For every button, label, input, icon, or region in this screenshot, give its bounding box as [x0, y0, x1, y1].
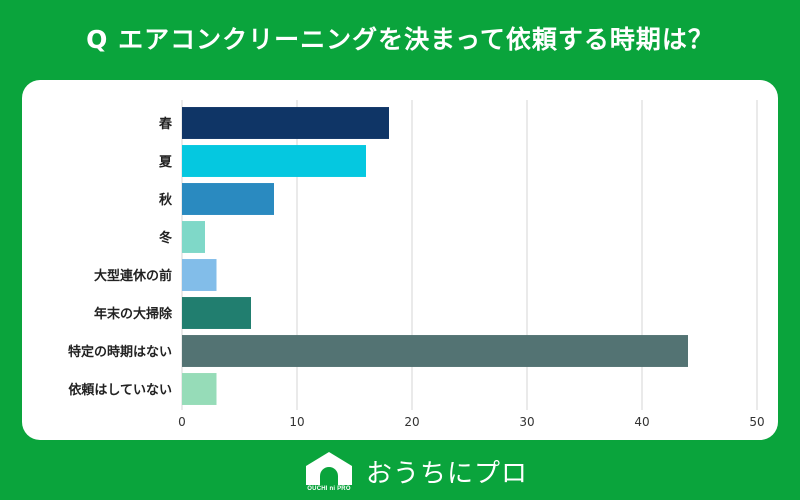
- chart-title: Q エアコンクリーニングを決まって依頼する時期は？: [86, 25, 714, 54]
- bar-1: [182, 145, 366, 177]
- bar-chart: 0 10 20 30 40 50 春夏秋冬大型連休の前年末の大掃除特定の時期はない依頼はして…: [68, 100, 765, 429]
- bar-5: [182, 297, 251, 329]
- category-label-5: 年末の大掃除: [94, 306, 173, 322]
- bar-4: [182, 259, 217, 291]
- brand-logo-text: OUCHI ni PRO: [307, 486, 351, 492]
- x-tick-label-30: 30: [519, 415, 534, 429]
- bar-3: [182, 221, 205, 253]
- x-tick-label-0: 0: [178, 415, 186, 429]
- category-label-3: 冬: [159, 230, 172, 246]
- bar-7: [182, 373, 217, 405]
- bar-2: [182, 183, 274, 215]
- x-tick-label-40: 40: [634, 415, 649, 429]
- category-label-4: 大型連休の前: [94, 268, 172, 284]
- chart-card: 0 10 20 30 40 50 春夏秋冬大型連休の前 年末の大掃除特定の時期はない 依頼はして…: [22, 80, 778, 440]
- brand-footer: OUCHI ni PRO おうちにプロ: [302, 450, 528, 492]
- category-label-1: 夏: [158, 155, 173, 170]
- category-label-6: 特定の時期はない: [68, 344, 172, 360]
- category-label-2: 秋: [159, 192, 173, 208]
- x-tick-label-50: 50: [749, 415, 764, 429]
- bar-6: [182, 335, 688, 367]
- x-tick-label-10: 10: [289, 415, 304, 429]
- category-label-0: 春: [158, 116, 173, 132]
- bar-0: [182, 107, 389, 139]
- x-tick-label-20: 20: [404, 415, 419, 429]
- brand-name: おうちにプロ: [366, 458, 529, 489]
- house-logo-icon: OUCHI ni PRO: [302, 450, 356, 492]
- category-label-7: 依頼はしていない: [68, 382, 172, 398]
